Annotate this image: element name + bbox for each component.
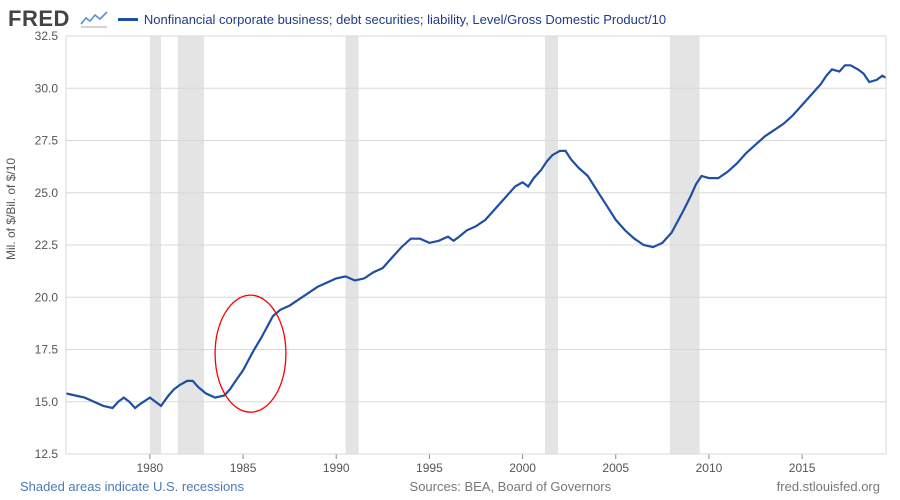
footer-sources: Sources: BEA, Board of Governors [410,479,612,494]
y-tick-label: 25.0 [35,186,59,200]
y-tick-label: 32.5 [35,29,59,43]
y-tick-label: 17.5 [35,343,59,357]
y-tick-label: 12.5 [35,447,59,461]
x-tick-label: 1980 [137,461,164,475]
x-tick-label: 2010 [696,461,723,475]
x-tick-label: 1990 [323,461,350,475]
y-tick-label: 20.0 [35,290,59,304]
footer-recession-note: Shaded areas indicate U.S. recessions [20,479,244,494]
x-tick-label: 2000 [509,461,536,475]
x-tick-label: 1985 [230,461,257,475]
y-tick-label: 30.0 [35,81,59,95]
y-tick-label: 15.0 [35,395,59,409]
footer-url[interactable]: fred.stlouisfed.org [777,479,880,494]
x-tick-label: 2015 [789,461,816,475]
x-tick-label: 2005 [602,461,629,475]
y-tick-label: 22.5 [35,238,59,252]
x-tick-label: 1995 [416,461,443,475]
y-tick-label: 27.5 [35,134,59,148]
chart-plot: 12.5 15.0 17.5 20.0 22.5 25.0 27.5 30.0 32.5 1980… [0,0,900,500]
footer: Shaded areas indicate U.S. recessions So… [0,479,900,494]
